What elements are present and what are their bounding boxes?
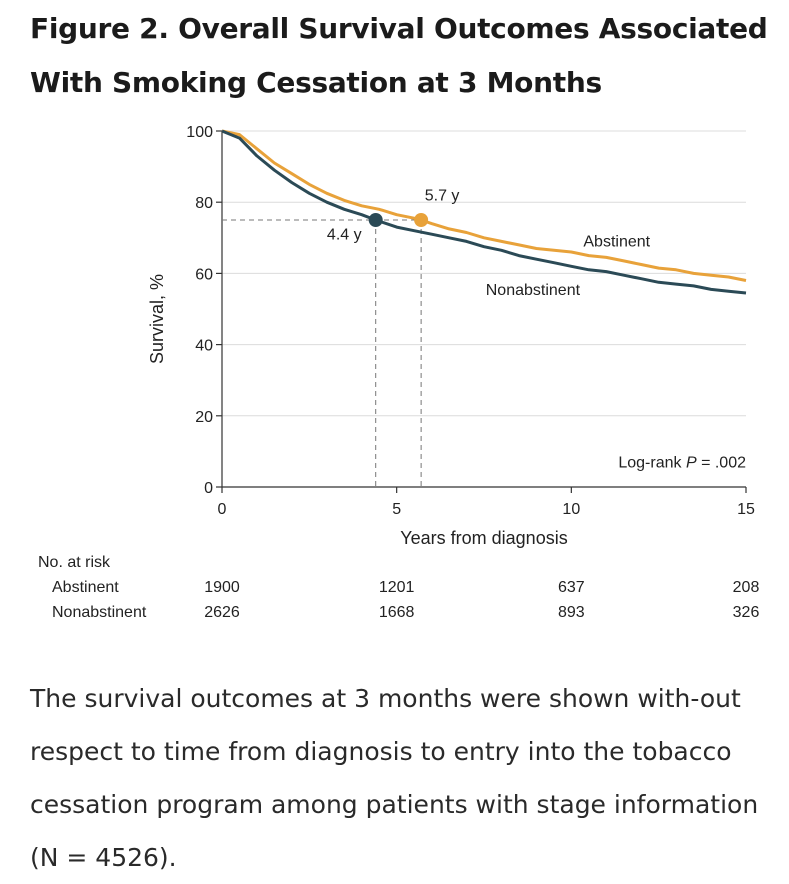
median-label-nonabstinent: 4.4 y: [327, 227, 362, 244]
series-line-abstinent: [221, 129, 747, 282]
figure-title: Figure 2. Overall Survival Outcomes Asso…: [30, 2, 770, 110]
risk-row-label-nonabstinent: Nonabstinent: [52, 604, 147, 621]
median-marker-abstinent: [414, 213, 429, 227]
risk-value-abstinent: 1201: [378, 579, 415, 596]
series-line-nonabstinent: [221, 129, 747, 295]
figure-caption: The survival outcomes at 3 months were s…: [30, 684, 759, 872]
x-tick-label: 5: [392, 501, 401, 518]
risk-value-abstinent: 1900: [204, 579, 240, 596]
y-tick-label: 80: [195, 195, 213, 212]
x-tick-label: 0: [218, 501, 227, 518]
y-tick-label: 40: [195, 338, 213, 355]
figure-title-line1: Figure 2. Overall Survival Outcomes Asso…: [30, 12, 768, 45]
y-tick-label: 60: [195, 266, 213, 283]
median-label-abstinent: 5.7 y: [425, 187, 460, 204]
log-rank-annotation: Log-rank P = .002: [618, 454, 746, 471]
y-tick-label: 100: [186, 124, 213, 141]
x-axis-title: Years from diagnosis: [400, 528, 567, 548]
median-marker-nonabstinent: [368, 213, 383, 227]
risk-value-nonabstinent: 1668: [378, 604, 415, 621]
y-tick-label: 0: [204, 480, 213, 497]
risk-value-nonabstinent: 326: [732, 604, 760, 621]
x-tick-label: 15: [737, 501, 755, 518]
risk-value-abstinent: 208: [732, 579, 760, 596]
risk-table: No. at risk Abstinent Nonabstinent 1900 1…: [0, 554, 789, 634]
survival-chart: 0 20 40 60 80 100 0 5 10 15 Years from diagnosis Su…: [147, 124, 755, 548]
risk-value-nonabstinent: 2626: [204, 604, 240, 621]
x-tick-label: 10: [562, 501, 580, 518]
risk-value-abstinent: 637: [557, 579, 585, 596]
risk-value-nonabstinent: 893: [557, 604, 585, 621]
y-tick-label: 20: [195, 409, 213, 426]
risk-table-heading: No. at risk: [38, 554, 111, 571]
y-axis-title: Survival, %: [147, 274, 167, 364]
risk-row-label-abstinent: Abstinent: [52, 579, 119, 596]
figure-title-line2: With Smoking Cessation at 3 Months: [30, 66, 602, 99]
series-label-abstinent: Abstinent: [583, 234, 650, 251]
series-label-nonabstinent: Nonabstinent: [486, 282, 581, 299]
